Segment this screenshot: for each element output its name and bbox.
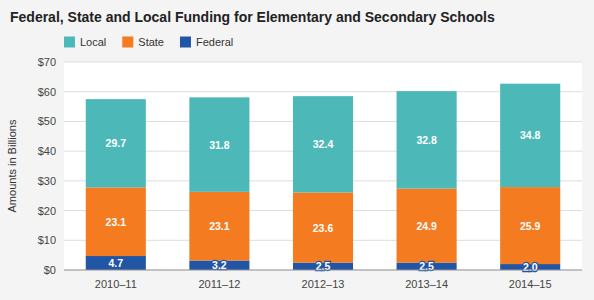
bar-segment	[189, 192, 249, 261]
bar-segment	[86, 256, 146, 270]
bar-segment	[397, 91, 457, 188]
x-tick-label: 2012–13	[302, 278, 345, 290]
bar-segment	[293, 192, 353, 262]
x-tick-label: 2013–14	[405, 278, 448, 290]
data-label: 23.1	[106, 216, 127, 228]
data-label: 3.2	[212, 259, 227, 271]
legend-label: Federal	[196, 36, 233, 48]
bar-segment	[86, 99, 146, 187]
legend-label: Local	[80, 36, 106, 48]
y-tick-label: $40	[38, 145, 56, 157]
bar-segment	[500, 187, 560, 264]
data-labels: 4.73.22.52.52.023.123.123.624.925.929.73…	[106, 129, 541, 273]
x-tick-label: 2014–15	[509, 278, 552, 290]
legend-label: State	[138, 36, 164, 48]
data-label: 29.7	[106, 137, 127, 149]
data-label: 23.1	[209, 220, 230, 232]
bars	[86, 84, 560, 270]
data-label: 4.7	[108, 257, 123, 269]
chart: Federal, State and Local Funding for Ele…	[0, 0, 594, 300]
data-label: 34.8	[520, 129, 541, 141]
x-tick-label: 2010–11	[95, 278, 137, 290]
y-tick-label: $30	[38, 175, 56, 187]
grid	[64, 62, 582, 270]
legend-swatch	[64, 37, 75, 48]
data-label: 23.6	[313, 222, 334, 234]
bar-segment	[397, 189, 457, 263]
y-tick-label: $50	[38, 115, 56, 127]
data-label: 32.4	[313, 138, 334, 150]
y-tick-label: $20	[38, 205, 56, 217]
y-tick-label: $60	[38, 86, 56, 98]
y-tick-label: $10	[38, 234, 56, 246]
bar-segment	[86, 187, 146, 256]
y-tick-label: $0	[44, 264, 56, 276]
data-label: 2.0	[523, 261, 538, 273]
x-tick-label: 2011–12	[198, 278, 240, 290]
legend-swatch	[122, 37, 133, 48]
grid-line	[64, 62, 582, 63]
legend: Local State Federal	[64, 36, 233, 48]
y-tick-label: $70	[38, 56, 56, 68]
background	[0, 0, 594, 300]
x-axis-line	[64, 270, 582, 271]
data-label: 31.8	[209, 139, 230, 151]
bar-segment	[189, 97, 249, 191]
y-axis-label: Amounts in Billions	[6, 119, 18, 212]
legend-swatch	[180, 37, 191, 48]
data-label: 25.9	[520, 220, 541, 232]
grid-line	[64, 270, 582, 271]
plot-area	[64, 62, 582, 270]
bar-segment	[293, 96, 353, 192]
bar-segment	[500, 84, 560, 187]
title: Federal, State and Local Funding for Ele…	[10, 9, 495, 25]
data-label: 32.8	[416, 134, 437, 146]
data-label: 24.9	[416, 220, 437, 232]
